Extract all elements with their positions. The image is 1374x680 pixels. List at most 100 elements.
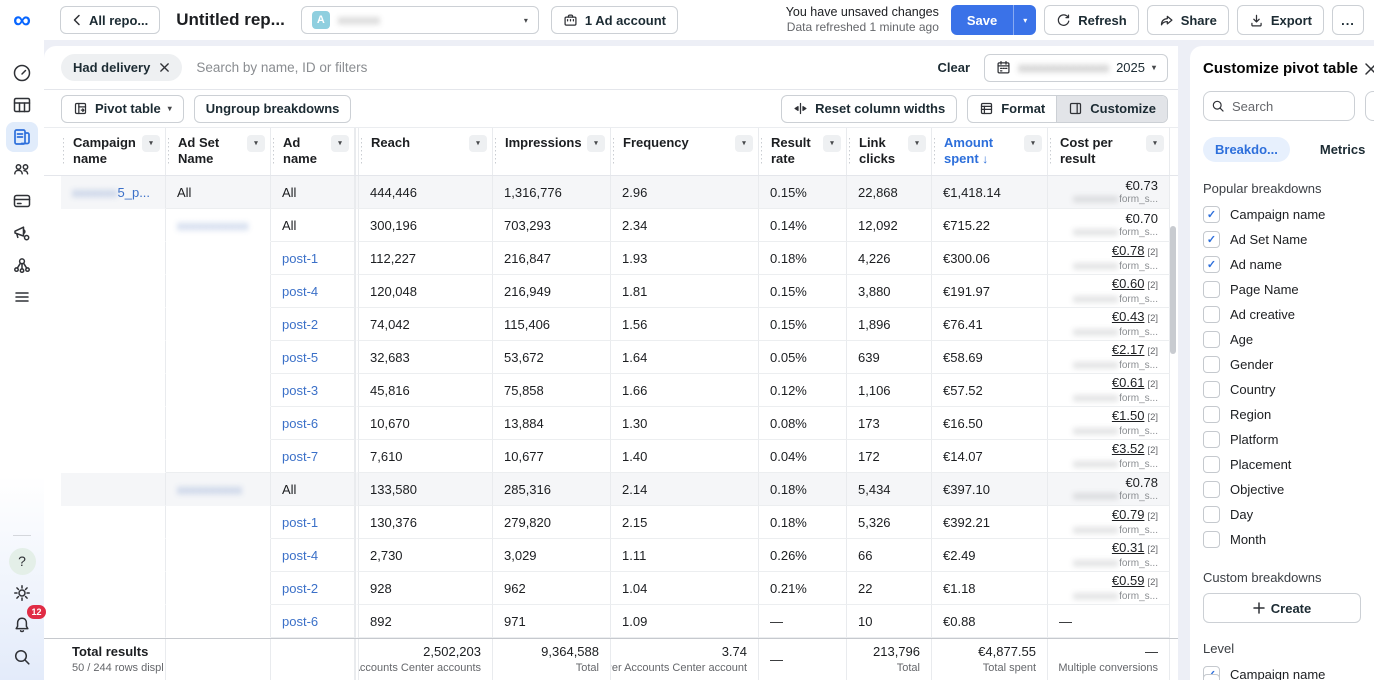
breakdown-campaign-name[interactable]: ✓Campaign name [1203,202,1374,227]
date-range-button[interactable]: xxxxxxxxxxxxxx 2025 ▾ [984,54,1168,82]
checkbox-unchecked[interactable] [1203,456,1220,473]
checkbox-unchecked[interactable] [1203,281,1220,298]
breakdown-age[interactable]: Age [1203,327,1374,352]
save-options-caret[interactable]: ▾ [1013,5,1036,35]
account-selector[interactable]: A xxxxxxx ▾ [301,6,539,34]
breakdown-page-name[interactable]: Page Name [1203,277,1374,302]
sidebar-item-audiences[interactable] [6,154,38,184]
column-menu-caret-icon[interactable]: ▾ [1024,135,1042,152]
sidebar-item-search[interactable] [6,642,38,672]
breakdown-month[interactable]: Month [1203,527,1374,552]
column-header-impressions[interactable]: Impressions▾ [493,128,611,175]
breakdown-ad-creative[interactable]: Ad creative [1203,302,1374,327]
checkbox-unchecked[interactable] [1203,531,1220,548]
redacted-name[interactable]: xxxxxxxxxx [177,482,242,497]
save-button[interactable]: Save [951,5,1013,35]
column-menu-caret-icon[interactable]: ▾ [331,135,349,152]
ad-account-button[interactable]: 1 Ad account [551,6,678,34]
sidebar-item-ads-manager[interactable] [6,218,38,248]
column-header-cost[interactable]: Cost per result▾ [1048,128,1170,175]
checkbox-checked[interactable]: ✓ [1203,206,1220,223]
checkbox-unchecked[interactable] [1203,331,1220,348]
column-menu-caret-icon[interactable]: ▾ [587,135,605,152]
name-link[interactable]: post-2 [282,581,318,596]
checkbox-checked[interactable]: ✓ [1203,231,1220,248]
column-header-amount[interactable]: Amount spent ↓▾ [932,128,1048,175]
name-link[interactable]: post-6 [282,416,318,431]
redacted-name[interactable]: xxxxxxxxxxx [177,218,249,233]
checkbox-unchecked[interactable] [1203,506,1220,523]
name-link[interactable]: post-1 [282,515,318,530]
sidebar-item-assets[interactable] [6,250,38,280]
column-menu-caret-icon[interactable]: ▾ [469,135,487,152]
breakdown-placement[interactable]: Placement [1203,452,1374,477]
column-header-campaign[interactable]: Campaign name▾ [61,128,166,175]
more-options-button[interactable]: ... [1332,5,1364,35]
ungroup-breakdowns-button[interactable]: Ungroup breakdowns [194,95,352,123]
column-header-reach[interactable]: Reach▾ [355,128,493,175]
filter-chip-had-delivery[interactable]: Had delivery [61,54,182,81]
name-link[interactable]: post-5 [282,350,318,365]
column-menu-caret-icon[interactable]: ▾ [1146,135,1164,152]
column-menu-caret-icon[interactable]: ▾ [908,135,926,152]
remove-filter-icon[interactable] [159,62,170,73]
sidebar-item-campaigns[interactable] [6,90,38,120]
sidebar-item-reports[interactable] [6,122,38,152]
format-button[interactable]: Format [968,96,1056,122]
meta-logo[interactable]: ∞ [0,0,44,40]
column-header-link_clicks[interactable]: Link clicks▾ [847,128,932,175]
breakdown-region[interactable]: Region [1203,402,1374,427]
name-link[interactable]: post-1 [282,251,318,266]
breakdown-country[interactable]: Country [1203,377,1374,402]
export-button[interactable]: Export [1237,5,1324,35]
name-link[interactable]: post-6 [282,614,318,629]
panel-search-input[interactable] [1203,91,1355,121]
column-header-result_rate[interactable]: Result rate▾ [759,128,847,175]
clipped-filter-button[interactable] [1365,91,1374,121]
refresh-button[interactable]: Refresh [1044,5,1138,35]
checkbox-unchecked[interactable] [1203,481,1220,498]
tab-metrics[interactable]: Metrics [1308,137,1374,162]
level-campaign-name[interactable]: ✓Campaign name [1203,662,1374,680]
checkbox-unchecked[interactable] [1203,356,1220,373]
tab-breakdowns[interactable]: Breakdo... [1203,137,1290,162]
reset-column-widths-button[interactable]: Reset column widths [781,95,957,123]
breakdown-platform[interactable]: Platform [1203,427,1374,452]
column-menu-caret-icon[interactable]: ▾ [823,135,841,152]
column-header-adset[interactable]: Ad Set Name▾ [166,128,271,175]
breakdown-ad-set-name[interactable]: ✓Ad Set Name [1203,227,1374,252]
checkbox-unchecked[interactable] [1203,381,1220,398]
column-menu-caret-icon[interactable]: ▾ [247,135,265,152]
sidebar-item-settings[interactable] [6,578,38,608]
checkbox-checked[interactable]: ✓ [1203,256,1220,273]
column-menu-caret-icon[interactable]: ▾ [142,135,160,152]
name-link[interactable]: post-4 [282,548,318,563]
checkbox-unchecked[interactable] [1203,431,1220,448]
customize-button[interactable]: Customize [1056,96,1167,122]
create-breakdown-button[interactable]: Create [1203,593,1361,623]
name-link[interactable]: post-3 [282,383,318,398]
sidebar-item-overview[interactable] [6,58,38,88]
vertical-scrollbar[interactable] [1170,226,1176,354]
close-panel-icon[interactable] [1364,62,1374,76]
breakdown-day[interactable]: Day [1203,502,1374,527]
name-link[interactable]: post-2 [282,317,318,332]
name-link[interactable]: 5_p... [118,185,151,200]
all-reports-button[interactable]: All repo... [60,6,160,34]
column-header-frequency[interactable]: Frequency▾ [611,128,759,175]
share-button[interactable]: Share [1147,5,1229,35]
checkbox-unchecked[interactable] [1203,306,1220,323]
checkbox-unchecked[interactable] [1203,406,1220,423]
redacted-name[interactable]: xxxxxxx [72,185,118,200]
sidebar-item-all-tools[interactable] [6,282,38,312]
clipped-checkbox[interactable] [1203,674,1220,680]
sidebar-item-help[interactable]: ? [6,546,38,576]
breakdown-objective[interactable]: Objective [1203,477,1374,502]
breakdown-ad-name[interactable]: ✓Ad name [1203,252,1374,277]
name-link[interactable]: post-7 [282,449,318,464]
sidebar-item-notifications[interactable]: 12 [6,610,38,640]
name-link[interactable]: post-4 [282,284,318,299]
column-menu-caret-icon[interactable]: ▾ [735,135,753,152]
breakdown-gender[interactable]: Gender [1203,352,1374,377]
sidebar-item-billing[interactable] [6,186,38,216]
